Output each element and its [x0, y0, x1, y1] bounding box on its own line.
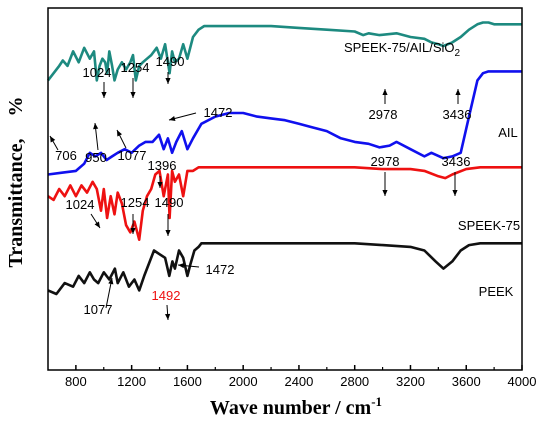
- annotation-arrowhead: [178, 262, 185, 269]
- annotation-arrowhead: [130, 92, 136, 98]
- annotation-label: 1396: [148, 158, 177, 173]
- annotation-label: 1472: [204, 105, 233, 120]
- spectrum-speek75-line: [47, 166, 522, 241]
- annotation-label: 950: [85, 150, 107, 165]
- peak-annotation: 1490: [155, 195, 184, 236]
- annotation-arrowhead: [101, 92, 107, 98]
- peak-annotation: 1490: [156, 54, 185, 84]
- annotation-arrowhead: [117, 130, 123, 137]
- annotation-label: 1490: [155, 195, 184, 210]
- annotation-arrowhead: [165, 230, 171, 236]
- peak-annotation: 1472: [177, 262, 235, 277]
- annotation-label: 1024: [83, 65, 112, 80]
- spectrum-speek75-label: SPEEK-75: [458, 218, 520, 233]
- annotation-label: 2978: [369, 107, 398, 122]
- spectrum-peek-line: [47, 242, 522, 296]
- annotation-label: 1254: [121, 60, 150, 75]
- x-tick-label: 800: [65, 374, 87, 389]
- spectrum-speek75-ail-sio2-label: SPEEK-75/AIL/SiO2: [344, 40, 461, 59]
- annotation-label: 1472: [206, 262, 235, 277]
- peak-annotation: 1254: [121, 195, 150, 234]
- annotation-label: 706: [55, 148, 77, 163]
- spectrum-ail-line: [47, 70, 522, 176]
- peak-annotation: 706: [49, 135, 77, 163]
- annotation-label: 1024: [66, 197, 95, 212]
- annotation-label: 1492: [152, 288, 181, 303]
- peak-annotation: 1254: [121, 60, 150, 98]
- annotation-arrowhead: [93, 123, 99, 130]
- annotation-label: 1490: [156, 54, 185, 69]
- annotation-arrowhead: [382, 190, 388, 196]
- peak-annotations: 706 950 1024 1077 1254 1490 1472 2978 3436 1396 29…: [49, 54, 472, 321]
- x-axis-title-sup: -1: [371, 394, 382, 409]
- annotation-arrowhead: [455, 89, 461, 95]
- peak-annotation: 2978: [371, 154, 400, 196]
- x-ticks: 800 1200 1600 2000 2400 2800 3200 3600 4000: [65, 365, 536, 389]
- peak-annotation: 3436: [442, 154, 471, 196]
- annotation-arrowhead: [157, 182, 163, 188]
- annotation-label: 3436: [442, 154, 471, 169]
- annotation-arrowhead: [50, 136, 56, 143]
- annotation-arrowhead: [452, 190, 458, 196]
- y-axis-title: Transmittance,%: [5, 96, 27, 267]
- spectrum-speek75-ail-sio2-line: [46, 21, 522, 82]
- annotation-label: 2978: [371, 154, 400, 169]
- peak-annotation: 3436: [443, 89, 472, 122]
- peak-annotation: 1077: [116, 129, 147, 163]
- x-tick-label: 1200: [117, 374, 146, 389]
- annotation-arrowhead: [165, 313, 171, 320]
- annotation-label: 1077: [84, 302, 113, 317]
- annotation-label: 1254: [121, 195, 150, 210]
- annotation-arrowhead: [165, 78, 171, 84]
- x-tick-label: 2800: [340, 374, 369, 389]
- x-tick-label: 3200: [396, 374, 425, 389]
- x-tick-label: 2400: [284, 374, 313, 389]
- annotation-arrowhead: [382, 89, 388, 95]
- peak-annotation: 950: [85, 122, 107, 165]
- annotation-label: 3436: [443, 107, 472, 122]
- x-axis-title: Wave number / cm-1: [210, 394, 382, 419]
- annotation-arrowhead: [169, 115, 176, 122]
- peak-annotation: 2978: [369, 89, 398, 122]
- peak-annotation: 1024: [83, 65, 112, 98]
- series-labels: SPEEK-75/AIL/SiO2 AIL SPEEK-75 PEEK: [344, 40, 520, 299]
- x-tick-label: 2000: [229, 374, 258, 389]
- annotation-arrowhead: [94, 221, 100, 228]
- plot-frame: [47, 7, 523, 371]
- peak-annotation: 1472: [168, 105, 233, 122]
- peak-annotation: 1396: [148, 158, 177, 188]
- y-axis-title-unit: %: [5, 96, 27, 116]
- annotation-label: 1077: [118, 148, 147, 163]
- spectrum-ail-label: AIL: [498, 125, 518, 140]
- annotation-arrowhead: [130, 228, 136, 234]
- annotation-arrowhead: [108, 278, 114, 285]
- peak-annotation: 1492: [152, 288, 181, 321]
- spectrum-peek-label: PEEK: [479, 284, 514, 299]
- x-tick-label: 1600: [173, 374, 202, 389]
- peak-annotation: 1077: [84, 277, 114, 317]
- x-tick-label: 3600: [452, 374, 481, 389]
- peak-annotation: 1024: [66, 197, 101, 229]
- x-tick-label: 4000: [508, 374, 537, 389]
